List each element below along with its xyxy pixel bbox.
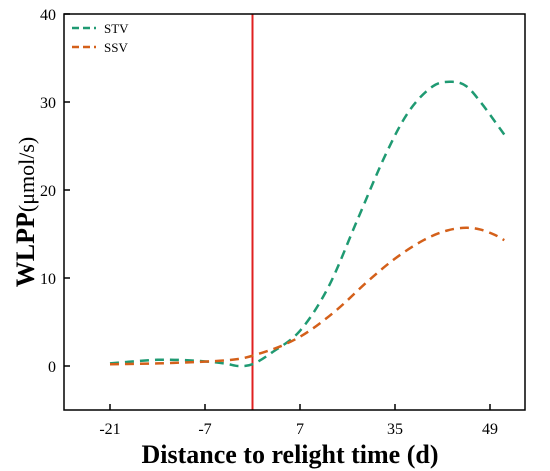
- series-line-ssv: [109, 226, 505, 366]
- y-tick-label: 0: [48, 359, 56, 376]
- y-tick-label: 20: [40, 183, 56, 200]
- y-axis-title-main: WLPP: [11, 212, 40, 287]
- y-axis-title-unit: (μmol/s): [14, 137, 39, 212]
- y-tick-label: 10: [40, 271, 56, 288]
- x-tick-label: 49: [482, 421, 498, 438]
- x-tick-label: -7: [198, 421, 211, 438]
- plot-frame: [63, 13, 526, 411]
- legend-label-ssv: SSV: [104, 40, 128, 55]
- y-tick-label: 40: [40, 7, 56, 24]
- y-tick-label: 30: [40, 95, 56, 112]
- series-line-stv: [109, 80, 506, 368]
- x-tick-label: 35: [387, 421, 403, 438]
- x-tick-label: -21: [99, 421, 120, 438]
- x-axis-title: Distance to relight time (d): [141, 440, 438, 469]
- y-axis-title: WLPP(μmol/s): [11, 137, 40, 287]
- x-tick-label: 7: [296, 421, 304, 438]
- legend-label-stv: STV: [104, 21, 129, 36]
